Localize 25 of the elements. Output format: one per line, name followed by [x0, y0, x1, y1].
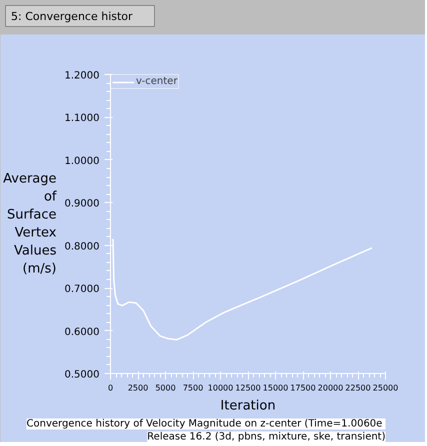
y-tick-label: 0.6000 [64, 326, 100, 338]
x-tick-label: 22500 [345, 384, 371, 392]
x-tick-label: 25000 [372, 384, 398, 392]
x-tick-label: 5000 [155, 384, 176, 392]
y-tick-label: 1.1000 [64, 113, 100, 124]
x-tick-label: 17500 [290, 384, 316, 392]
x-axis-title: Iteration [220, 398, 276, 414]
y-tick-label: 1.0000 [64, 156, 100, 167]
y-tick-label: 0.5000 [64, 370, 100, 380]
x-tick-label: 12500 [235, 384, 261, 392]
text: 5: Convergence histor [11, 9, 133, 25]
x-tick-label: 10000 [208, 384, 234, 392]
text: Release 16.2 (3d, pbns, mixture, ske, transient) [147, 432, 386, 442]
x-tick-label: 2500 [128, 384, 148, 392]
legend-label: v-center [136, 76, 178, 87]
x-tick-label: 20000 [318, 384, 344, 392]
x-tick-label: 7500 [182, 384, 204, 392]
y-tick-label: 1.2000 [64, 70, 100, 82]
y-tick-label: 0.9000 [64, 198, 100, 210]
y-tick-label: 0.7000 [64, 284, 100, 296]
x-tick-label: 0 [108, 384, 114, 392]
text: Convergence history of Velocity Magnitude on z-center (Time=1.0060e [26, 418, 382, 430]
y-axis-title: Average of Surface Vertex Values (m/s) [3, 172, 57, 276]
x-tick-label: 15000 [262, 384, 288, 392]
y-tick-label: 0.8000 [64, 241, 100, 252]
